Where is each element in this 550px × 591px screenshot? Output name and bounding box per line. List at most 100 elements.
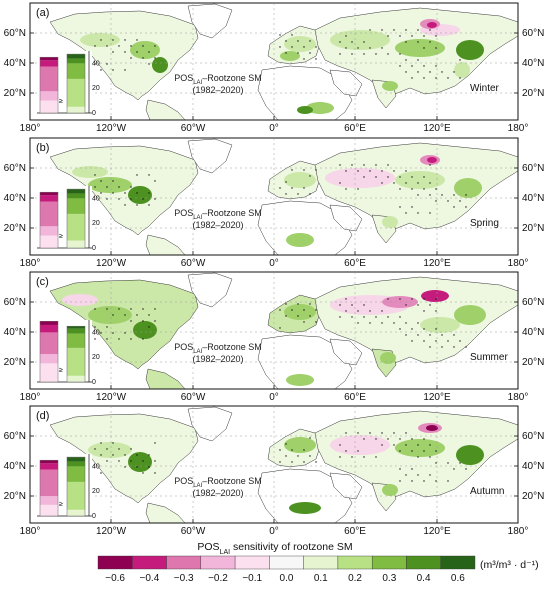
stipple-dot — [309, 175, 311, 177]
lon-tick: 60°W — [181, 258, 206, 269]
stipple-dot — [429, 194, 431, 196]
stipple-dot — [345, 188, 347, 190]
map-panel-c — [29, 271, 519, 390]
stipple-dot — [100, 192, 102, 194]
stipple-dot — [118, 308, 120, 310]
stipple-dot — [363, 41, 365, 43]
stipple-dot — [100, 69, 102, 71]
stipple-dot — [100, 39, 102, 41]
stipple-dot — [429, 346, 431, 348]
stipple-dot — [423, 298, 425, 300]
stipple-dot — [363, 438, 365, 440]
lon-tick: 60°E — [344, 392, 366, 403]
stipple-dot — [136, 466, 138, 468]
stipple-dot — [136, 314, 138, 316]
stipple-dot — [357, 47, 359, 49]
stipple-dot — [393, 170, 395, 172]
stipple-dot — [411, 450, 413, 452]
vegetation-patches — [88, 423, 484, 514]
stipple-dot — [435, 298, 437, 300]
arabia-land — [329, 69, 363, 97]
south-america-land — [145, 502, 186, 523]
stipple-dot — [411, 176, 413, 178]
inset-bar-segment — [40, 460, 58, 464]
stipple-dot — [118, 198, 120, 200]
stipple-dot — [124, 466, 126, 468]
panel-overlay: (b) POSLAI–Rootzone SM(1982–2020) Spring 20… — [4, 138, 544, 269]
south-america-land — [145, 368, 186, 389]
stipple-dot — [106, 338, 108, 340]
inset-mark: ≥ — [59, 501, 63, 508]
stipple-dot — [465, 194, 467, 196]
stipple-dot — [130, 57, 132, 59]
stipple-dot — [375, 176, 377, 178]
season-label: Summer — [470, 352, 508, 363]
inset-bar-segment — [67, 326, 85, 329]
lon-tick: 120°W — [96, 392, 127, 403]
colorbar-tick: −0.4 — [140, 573, 160, 584]
inset-tick: 20 — [92, 488, 100, 495]
stipple-dot — [154, 180, 156, 182]
stipple-dot — [435, 77, 437, 79]
stipple-dot — [453, 334, 455, 336]
stipple-dot — [417, 304, 419, 306]
stipple-dot — [441, 346, 443, 348]
stipple-dot — [369, 29, 371, 31]
stipple-dot — [417, 59, 419, 61]
lat-tick-left: 60°N — [4, 297, 26, 308]
stipple-dot — [363, 304, 365, 306]
stipple-dot — [399, 480, 401, 482]
stipple-dot — [357, 170, 359, 172]
stipple-dot — [375, 438, 377, 440]
lat-tick-right: 20°N — [522, 223, 544, 234]
stipple-dot — [136, 454, 138, 456]
stipple-dot — [94, 186, 96, 188]
season-label: Winter — [470, 83, 500, 94]
stipple-dot — [297, 455, 299, 457]
stipple-dot — [351, 53, 353, 55]
stipple-dot — [417, 71, 419, 73]
inset-bar-segment — [67, 58, 85, 64]
lon-tick: 60°W — [181, 123, 206, 134]
stipple-dot — [315, 169, 317, 171]
stipple-dot — [411, 438, 413, 440]
lat-tick-right: 60°N — [522, 297, 544, 308]
stipple-dot — [357, 322, 359, 324]
stipple-dot — [429, 71, 431, 73]
panel-label: (c) — [36, 276, 49, 288]
lon-tick: 60°E — [344, 526, 366, 537]
lat-tick-left: 40°N — [4, 193, 26, 204]
stipple-dot — [130, 320, 132, 322]
lat-tick-right: 60°N — [522, 431, 544, 442]
stipple-dot — [136, 204, 138, 206]
lon-tick: 0° — [269, 526, 279, 537]
stipple-dot — [417, 322, 419, 324]
greenland-land — [187, 138, 233, 174]
arabia-land — [329, 204, 363, 232]
stipple-dot — [399, 450, 401, 452]
lat-tick-left: 40°N — [4, 58, 26, 69]
colorbar-swatch — [269, 555, 304, 570]
stipple-dot — [118, 460, 120, 462]
colorbar-swatch — [97, 555, 133, 570]
inset-bar-chart: 0 20 40 ≥ — [37, 186, 100, 252]
lon-tick: 60°W — [181, 526, 206, 537]
stipple-dot — [279, 46, 281, 48]
lat-tick-right: 20°N — [522, 491, 544, 502]
stipple-dot — [297, 52, 299, 54]
stipple-dot — [148, 204, 150, 206]
stipple-dot — [387, 298, 389, 300]
panel-title: POSLAI–Rootzone SM — [174, 476, 262, 489]
south-america-land — [145, 99, 186, 120]
inset-bar-chart: 0 20 40 ≥ — [37, 320, 100, 386]
stipple-dot — [423, 188, 425, 190]
inset-bar-segment — [67, 106, 85, 113]
stipple-dot — [339, 304, 341, 306]
colorbar-swatch — [200, 555, 236, 570]
stipple-dot — [441, 194, 443, 196]
stipple-dot — [345, 432, 347, 434]
stipple-dot — [339, 444, 341, 446]
stipple-dot — [100, 332, 102, 334]
stipple-dot — [423, 328, 425, 330]
stipple-dot — [405, 322, 407, 324]
